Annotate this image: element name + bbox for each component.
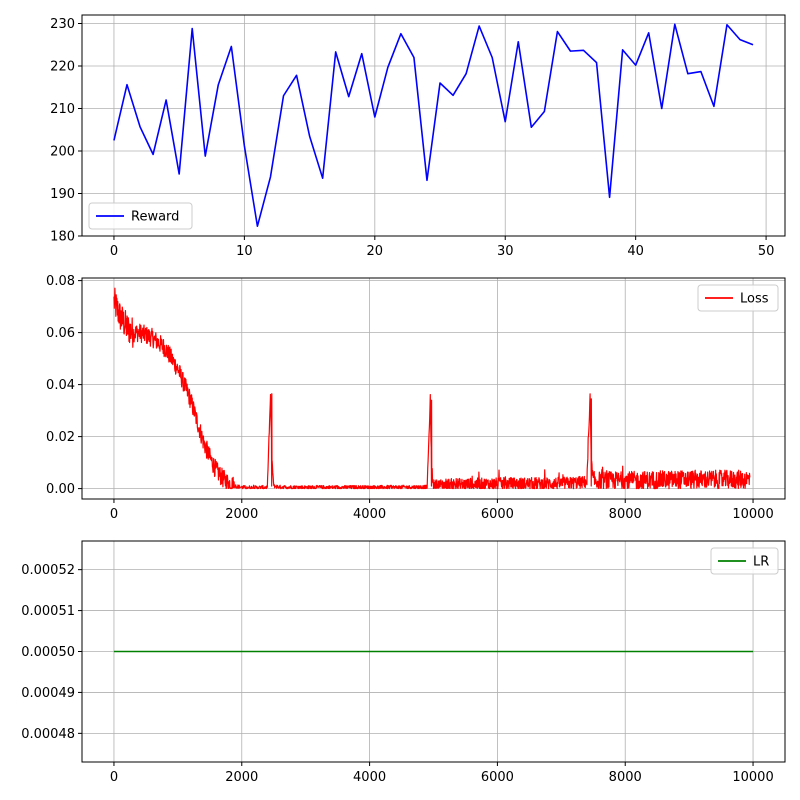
y-tick-label: 0.00051 — [21, 604, 75, 619]
x-tick-label: 10 — [236, 244, 253, 259]
x-tick-label: 0 — [110, 507, 118, 522]
y-tick-label: 0.08 — [46, 274, 75, 289]
x-tick-label: 0 — [110, 244, 118, 259]
x-tick-label: 30 — [497, 244, 514, 259]
legend-label: Loss — [740, 292, 769, 307]
x-tick-label: 8000 — [609, 770, 642, 785]
y-tick-label: 0.00050 — [21, 645, 75, 660]
y-tick-label: 180 — [50, 230, 75, 245]
series-line-reward — [113, 23, 754, 228]
y-tick-label: 190 — [50, 187, 75, 202]
axes-frame — [81, 14, 786, 237]
x-tick-label: 50 — [758, 244, 775, 259]
x-tick-label: 4000 — [353, 770, 386, 785]
axes-frame — [81, 540, 786, 763]
legend: Reward — [88, 202, 193, 230]
chart-panel-1: 0 10 20 30 40 50 180 190 200 210 220 230 Reward — [50, 14, 786, 259]
x-tick-label: 4000 — [353, 507, 386, 522]
x-tick-label: 20 — [367, 244, 384, 259]
legend-label: LR — [753, 555, 769, 570]
legend: Loss — [697, 284, 779, 312]
x-tick-label: 6000 — [481, 770, 514, 785]
y-tick-label: 0.06 — [46, 326, 75, 341]
chart-panel-2: 0 2000 4000 6000 8000 10000 0.00 0.02 0.04 0.06 0.… — [46, 274, 786, 522]
legend: LR — [710, 547, 779, 575]
y-tick-label: 230 — [50, 17, 75, 32]
x-tick-label: 6000 — [481, 507, 514, 522]
x-tick-label: 40 — [627, 244, 644, 259]
y-tick-label: 200 — [50, 145, 75, 160]
x-tick-label: 2000 — [225, 770, 258, 785]
chart-panel-3: 0 2000 4000 6000 8000 10000 0.00048 0.00049 0.00… — [21, 540, 786, 785]
y-tick-label: 0.00 — [46, 482, 75, 497]
legend-box — [697, 284, 779, 312]
x-tick-label: 2000 — [225, 507, 258, 522]
y-tick-label: 0.04 — [46, 378, 75, 393]
axes-frame — [81, 277, 786, 500]
legend-box — [88, 202, 193, 230]
y-tick-label: 210 — [50, 102, 75, 117]
y-tick-label: 0.00049 — [21, 686, 75, 701]
x-tick-label: 10000 — [732, 507, 773, 522]
y-tick-label: 0.00052 — [21, 563, 75, 578]
series-line-loss — [113, 287, 751, 490]
x-tick-label: 0 — [110, 770, 118, 785]
y-tick-label: 220 — [50, 60, 75, 75]
x-tick-label: 8000 — [609, 507, 642, 522]
legend-label: Reward — [131, 210, 179, 225]
y-tick-label: 0.02 — [46, 430, 75, 445]
x-tick-label: 10000 — [732, 770, 773, 785]
y-tick-label: 0.00048 — [21, 727, 75, 742]
